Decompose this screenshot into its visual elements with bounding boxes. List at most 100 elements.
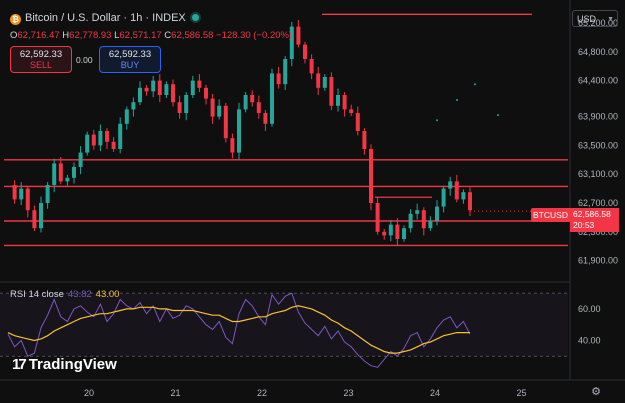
candle-body — [349, 109, 354, 113]
price-axis-tick: 63,900.00 — [578, 112, 618, 122]
time-axis-tick: 24 — [430, 388, 440, 398]
candle-body — [270, 73, 274, 124]
candle-body — [461, 192, 466, 200]
candle-body — [105, 131, 109, 142]
symbol-title[interactable]: Bitcoin / U.S. Dollar · 1h · INDEX — [25, 12, 186, 24]
candle-body — [164, 84, 169, 95]
projection-dot — [436, 119, 438, 122]
price-axis-tick: 64,400.00 — [578, 76, 618, 86]
ohlc-readout: O62,716.47 H62,778.93 L62,571.17 C62,586… — [10, 30, 292, 41]
candle-body — [72, 167, 76, 178]
buy-button[interactable]: 62,592.33 BUY — [99, 46, 161, 73]
candle-body — [91, 134, 96, 146]
price-axis-tick: 62,700.00 — [578, 198, 618, 208]
candle-body — [256, 102, 261, 113]
candle-body — [65, 177, 70, 182]
time-axis-tick: 20 — [84, 388, 94, 398]
candle-body — [138, 87, 142, 103]
candle-body — [250, 95, 255, 103]
candle-body — [85, 134, 90, 153]
candle-body — [204, 87, 208, 99]
candle-body — [283, 59, 288, 85]
projection-dot — [474, 83, 476, 86]
candle-body — [336, 95, 340, 106]
ohlc-open-key: O — [10, 30, 18, 41]
candle-body — [45, 185, 50, 203]
candle-body — [454, 181, 459, 200]
ohlc-high-key: H — [62, 30, 70, 41]
price-tag-symbol: BTCUSD — [531, 208, 570, 222]
ohlc-high-value: 62,778.93 — [69, 30, 112, 41]
rsi-band — [0, 293, 568, 357]
buy-label: BUY — [120, 60, 140, 70]
brand-name: TradingView — [28, 356, 117, 373]
price-tag-countdown: 20:53 — [573, 220, 595, 230]
candle-body — [197, 80, 202, 88]
price-axis-tick: 65,200.00 — [578, 18, 618, 28]
candle-body — [210, 98, 215, 117]
candle-body — [98, 131, 103, 146]
buy-price: 62,592.33 — [108, 49, 152, 60]
candle-body — [157, 80, 162, 95]
candle-body — [402, 228, 406, 239]
currency-select[interactable]: USD ▼ — [572, 10, 618, 27]
candle-body — [316, 73, 321, 88]
candle-body — [342, 95, 347, 110]
candle-body — [441, 188, 446, 207]
time-axis-tick: 25 — [516, 388, 526, 398]
time-axis-tick: 23 — [343, 388, 353, 398]
currency-value: USD — [577, 14, 597, 24]
time-axis-tick: 21 — [170, 388, 180, 398]
candle-body — [369, 149, 373, 203]
candle-body — [448, 181, 453, 189]
rsi-axis-tick: 60.00 — [578, 304, 601, 314]
candle-body — [421, 210, 426, 229]
candle-body — [217, 105, 222, 117]
candle-body — [171, 84, 175, 103]
candle-body — [131, 102, 136, 110]
candle-body — [151, 80, 156, 92]
price-axis-tick: 63,500.00 — [578, 140, 618, 150]
projection-dot — [456, 99, 458, 102]
candle-body — [190, 80, 195, 95]
ohlc-low-key: L — [114, 30, 120, 41]
candle-body — [289, 26, 294, 60]
rsi-legend[interactable]: RSI 14 close 43.82 43.00 — [10, 289, 119, 300]
ohlc-close-key: C — [164, 30, 172, 41]
tradingview-logo[interactable]: 17 TradingView — [12, 356, 117, 373]
candle-body — [184, 95, 189, 113]
candle-body — [303, 44, 307, 59]
candle-body — [375, 203, 380, 232]
price-tag-value: 62,586.58 20:53 — [570, 208, 619, 232]
candle-body — [322, 77, 327, 88]
candle-body — [263, 113, 268, 124]
candle-body — [32, 210, 37, 229]
price-tag-price: 62,586.58 — [573, 209, 611, 219]
candle-body — [223, 105, 228, 139]
candle-body — [296, 26, 301, 45]
sell-button[interactable]: 62,592.33 SELL — [10, 46, 72, 73]
candle-body — [19, 188, 24, 200]
price-axis-tick: 64,800.00 — [578, 47, 618, 57]
candle-body — [118, 123, 123, 149]
price-axis-tick: 63,100.00 — [578, 169, 618, 179]
candle-body — [237, 109, 241, 153]
candle-body — [78, 152, 83, 167]
candle-body — [468, 192, 472, 211]
candle-body — [58, 163, 63, 182]
price-axis-tick: 61,900.00 — [578, 256, 618, 266]
candle-body — [25, 188, 30, 211]
spread-value: 0.00 — [76, 55, 93, 65]
sell-price: 62,592.33 — [19, 49, 63, 60]
ohlc-low-value: 62,571.17 — [119, 30, 162, 41]
candle-body — [329, 77, 334, 106]
candle-body — [388, 224, 393, 236]
candle-body — [362, 131, 367, 149]
gear-icon[interactable]: ⚙ — [591, 386, 601, 398]
candle-body — [435, 206, 439, 221]
candle-body — [39, 203, 43, 229]
last-price-tag: BTCUSD 62,586.58 20:53 — [531, 208, 619, 232]
candle-body — [230, 138, 235, 153]
